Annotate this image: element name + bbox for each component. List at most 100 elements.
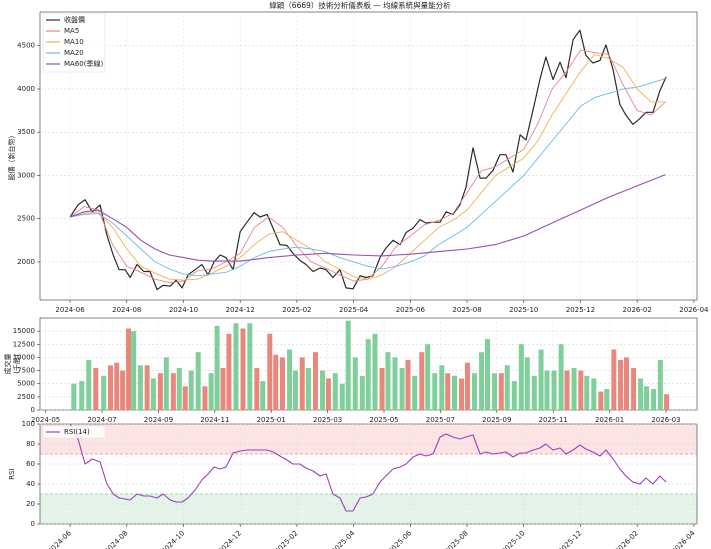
legend-box <box>42 13 106 73</box>
volume-bar <box>399 367 405 410</box>
x-tick-label: 2025-12 <box>566 306 595 314</box>
x-tick-label: 2025-04 <box>339 306 369 314</box>
volume-bar <box>332 373 338 410</box>
y-tick-label: 0 <box>31 520 35 528</box>
x-tick-label: 2025-08 <box>444 529 470 549</box>
volume-bar <box>518 344 524 410</box>
volume-bar <box>157 373 163 410</box>
y-axis-label: (千股) <box>12 354 21 374</box>
x-tick-label: 2025-04 <box>330 529 357 549</box>
volume-bar <box>638 378 644 410</box>
volume-bar <box>439 365 445 410</box>
x-tick-label: 2024-07 <box>87 416 116 424</box>
volume-bar <box>170 373 176 410</box>
volume-bar <box>220 367 226 410</box>
volume-bar <box>624 357 630 410</box>
volume-bar <box>492 373 498 410</box>
volume-bar <box>445 373 451 410</box>
legend-label: MA20 <box>64 49 84 57</box>
volume-bar <box>79 381 85 410</box>
y-tick-label: 10000 <box>13 353 35 361</box>
x-tick-label: 2024-08 <box>103 529 129 549</box>
volume-bar <box>504 365 510 410</box>
volume-bar <box>267 333 273 410</box>
x-tick-label: 2025-02 <box>273 529 299 549</box>
y-axis-label: 股價（新台幣） <box>7 132 16 181</box>
x-tick-label: 2026-02 <box>614 529 640 549</box>
x-tick-label: 2025-10 <box>509 306 538 314</box>
volume-bar <box>131 331 137 410</box>
volume-bar <box>163 357 169 410</box>
volume-bar <box>279 357 285 410</box>
volume-bar <box>464 362 470 410</box>
volume-bar <box>137 365 143 410</box>
band <box>40 424 697 454</box>
x-tick-label: 2025-10 <box>500 529 526 549</box>
volume-bar <box>524 357 530 410</box>
legend-label: MA10 <box>64 38 84 46</box>
y-tick-label: 4000 <box>17 85 35 93</box>
volume-bar <box>202 386 208 410</box>
x-tick-label: 2024-10 <box>169 306 198 314</box>
volume-bar <box>126 328 132 410</box>
y-tick-label: 60 <box>26 460 35 468</box>
x-tick-label: 2026-01 <box>595 416 624 424</box>
y-tick-label: 5000 <box>17 380 35 388</box>
volume-bar <box>385 352 391 410</box>
volume-bar <box>312 352 318 410</box>
volume-bar <box>564 370 570 410</box>
y-tick-label: 7500 <box>17 367 35 375</box>
volume-bar <box>538 349 544 410</box>
x-tick-label: 2024-11 <box>200 416 229 424</box>
band <box>40 494 697 524</box>
volume-bar <box>405 360 411 410</box>
volume-bar <box>254 367 260 410</box>
series-line <box>69 174 666 262</box>
x-tick-label: 2025-07 <box>426 416 455 424</box>
volume-bar <box>479 352 485 410</box>
volume-bar <box>591 378 597 410</box>
x-tick-label: 2024-12 <box>217 529 243 549</box>
x-tick-label: 2025-03 <box>313 416 342 424</box>
volume-bar <box>419 352 425 410</box>
volume-bar <box>233 323 239 410</box>
series-line <box>70 78 666 277</box>
y-tick-label: 40 <box>26 480 35 488</box>
x-tick-label: 2025-12 <box>557 529 583 549</box>
volume-bar <box>247 323 253 410</box>
x-tick-label: 2024-06 <box>55 306 85 314</box>
x-tick-label: 2025-09 <box>482 416 511 424</box>
volume-bar <box>412 375 418 410</box>
volume-bar <box>226 333 232 410</box>
x-tick-label: 2025-01 <box>257 416 286 424</box>
volume-bar <box>176 367 182 410</box>
volume-bar <box>379 367 385 410</box>
volume-bar <box>651 388 657 410</box>
y-axis-label: 成交量 <box>3 354 12 375</box>
x-tick-label: 2026-04 <box>670 529 697 549</box>
y-tick-label: 80 <box>26 440 35 448</box>
y-tick-label: 2500 <box>17 215 35 223</box>
legend-label: MA5 <box>64 27 79 35</box>
series-line <box>69 53 666 281</box>
volume-bar <box>452 375 458 410</box>
y-tick-label: 3000 <box>17 171 35 179</box>
volume-bar <box>611 349 617 410</box>
volume-bar <box>571 367 577 410</box>
volume-bar <box>120 370 126 410</box>
volume-bar <box>644 386 650 410</box>
volume-bar <box>240 328 246 410</box>
volume-bar <box>604 388 610 410</box>
volume-bar <box>432 373 438 410</box>
volume-bar <box>511 381 517 410</box>
volume-bar <box>150 378 156 410</box>
series-line <box>69 423 667 512</box>
volume-bar <box>299 357 305 410</box>
y-tick-label: 2000 <box>17 258 35 266</box>
volume-bar <box>287 349 293 410</box>
x-tick-label: 2025-06 <box>396 306 426 314</box>
volume-bar <box>631 367 637 410</box>
volume-bar <box>144 365 150 410</box>
volume-bar <box>260 381 266 410</box>
